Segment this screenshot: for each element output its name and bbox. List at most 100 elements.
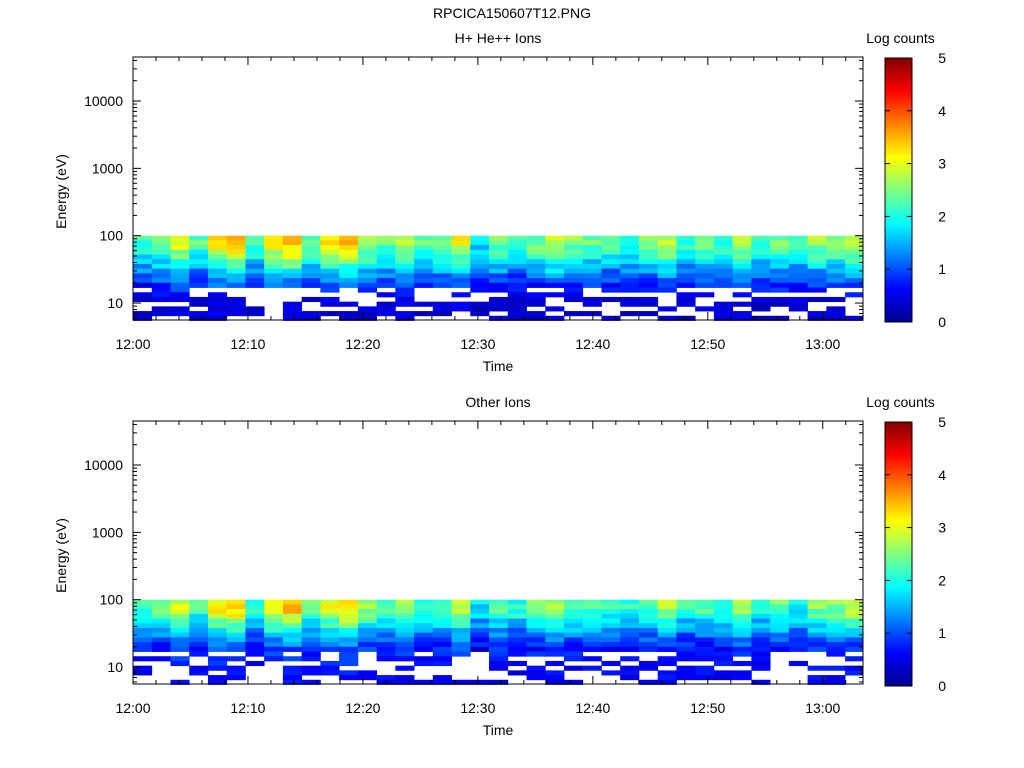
heatmap-cell (545, 235, 565, 241)
heatmap-cell (695, 292, 715, 298)
heatmap-cell (207, 632, 228, 638)
heatmap-cell (395, 249, 415, 255)
heatmap-cell (395, 675, 415, 681)
heatmap-cell (133, 637, 153, 643)
heatmap-cell (414, 259, 434, 265)
heatmap-cell (788, 642, 808, 648)
heatmap-cell (826, 311, 846, 317)
heatmap-cell (526, 604, 546, 610)
heatmap-cell (470, 632, 490, 638)
heatmap-cell (189, 627, 209, 634)
heatmap-cell (526, 282, 546, 288)
heatmap-cell (414, 245, 434, 251)
heatmap-cell (226, 637, 246, 643)
heatmap-cell (226, 632, 246, 638)
heatmap-cell (620, 656, 640, 662)
heatmap-cell (695, 259, 715, 265)
heatmap-cell (432, 235, 452, 241)
heatmap-cell (826, 245, 846, 251)
heatmap-cell (170, 679, 190, 685)
heatmap-cell (657, 646, 677, 652)
heatmap-cell (189, 315, 209, 321)
heatmap-cell (582, 249, 602, 255)
heatmap-cell (826, 665, 846, 671)
heatmap-cell (245, 311, 265, 317)
heatmap-cell (713, 632, 734, 638)
heatmap-cell (245, 618, 265, 624)
heatmap-cell (376, 306, 396, 312)
heatmap-cell (526, 609, 546, 615)
heatmap-cell (601, 273, 621, 279)
heatmap-cell (507, 651, 527, 657)
heatmap-cell (395, 651, 415, 657)
heatmap-cell (770, 245, 790, 251)
heatmap-cell (395, 637, 415, 643)
heatmap-cell (226, 604, 246, 610)
heatmap-cell (713, 315, 734, 321)
heatmap-cell (357, 268, 377, 274)
heatmap-cell (451, 646, 471, 652)
heatmap-cell (845, 245, 864, 251)
heatmap-cell (170, 604, 190, 610)
heatmap-cell (657, 306, 677, 312)
heatmap-cell (526, 240, 546, 246)
heatmap-cell (601, 599, 621, 605)
heatmap-cell (151, 282, 171, 288)
heatmap-cell (713, 642, 734, 648)
heatmap-cell (676, 627, 696, 634)
heatmap-cell (751, 278, 771, 284)
heatmap-cell (133, 670, 153, 676)
heatmap-cell (657, 282, 677, 288)
x-tick-label: 12:10 (230, 700, 265, 716)
heatmap-cell (245, 604, 265, 610)
heatmap-cell (320, 245, 340, 251)
heatmap-cell (376, 623, 396, 629)
heatmap-cell (357, 675, 377, 681)
heatmap-cell (620, 670, 640, 676)
heatmap-cell (133, 599, 153, 605)
heatmap-cell (320, 263, 340, 270)
heatmap-cell (638, 278, 659, 284)
heatmap-cell (788, 287, 808, 293)
heatmap-cell (470, 249, 490, 255)
heatmap-cell (545, 273, 565, 279)
heatmap-cell (732, 259, 752, 265)
heatmap-cell (432, 259, 452, 265)
heatmap-cell (582, 240, 602, 246)
heatmap-cell (414, 278, 434, 284)
heatmap-cell (245, 235, 265, 241)
heatmap-cell (770, 609, 790, 615)
heatmap-cell (226, 273, 246, 279)
heatmap-cell (339, 311, 359, 317)
heatmap-cell (770, 296, 790, 303)
heatmap-cell (282, 599, 303, 605)
heatmap-cell (526, 292, 546, 298)
heatmap-cell (320, 282, 340, 288)
heatmap-cell (563, 263, 584, 270)
heatmap-cell (545, 637, 565, 643)
heatmap-cell (826, 651, 846, 657)
heatmap-cell (264, 627, 284, 634)
heatmap-cell (713, 282, 734, 288)
heatmap-cell (226, 623, 246, 629)
heatmap-cell (620, 301, 640, 307)
heatmap-cell (282, 245, 303, 251)
heatmap-cell (207, 306, 228, 312)
heatmap-cell (189, 268, 209, 274)
heatmap-cell (545, 259, 565, 265)
x-tick-label: 13:00 (805, 700, 840, 716)
heatmap-cell (301, 240, 321, 246)
heatmap-cell (264, 268, 284, 274)
y-tick-label: 100 (100, 592, 124, 608)
heatmap-cell (151, 306, 171, 312)
heatmap-cell (638, 296, 659, 303)
heatmap-cell (189, 259, 209, 265)
heatmap-cell (657, 675, 677, 681)
heatmap-cell (451, 618, 471, 624)
heatmap-cell (489, 254, 509, 260)
heatmap-cell (582, 609, 602, 615)
heatmap-cell (282, 670, 303, 676)
heatmap-cell (620, 259, 640, 265)
heatmap-cell (807, 235, 827, 241)
heatmap-cell (845, 656, 864, 662)
